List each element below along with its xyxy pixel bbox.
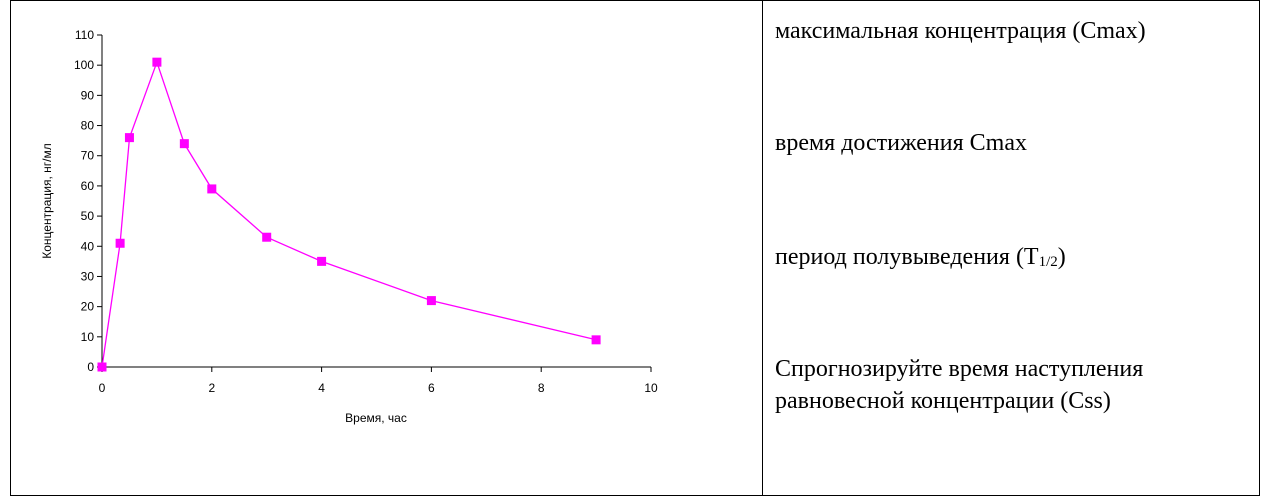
question-cmax: максимальная концентрация (Cmax) [775, 18, 1146, 44]
concentration-time-chart: 0 10 20 30 40 50 60 70 80 90 100 110 0 2 4 6 8 10 Время,… [40, 28, 658, 425]
questions-cell: максимальная концентрация (Cmax) время д… [763, 1, 1259, 495]
question-tmax: время достижения Cmax [775, 130, 1027, 156]
chart-cell: 0 10 20 30 40 50 60 70 80 90 100 110 0 2 4 6 8 10 Время,… [11, 1, 763, 495]
content-table: 0 10 20 30 40 50 60 70 80 90 100 110 0 2 4 6 8 10 Время,… [10, 0, 1260, 496]
x-axis-label: Время, час [345, 411, 407, 425]
data-point [426, 296, 436, 306]
y-tick-label: 40 [81, 239, 95, 253]
y-axis-label: Концентрация, нг/мл [40, 143, 54, 259]
x-tick-label: 10 [644, 381, 658, 395]
y-tick-label: 90 [81, 88, 95, 102]
y-tick-label: 60 [81, 179, 95, 193]
data-point [97, 362, 107, 372]
question-half-life-prefix: период полувыведения (T [775, 244, 1039, 270]
y-tick-label: 10 [81, 330, 95, 344]
series-line [101, 60, 597, 368]
y-tick-label: 0 [87, 360, 94, 374]
question-css: Спрогнозируйте время наступления равнове… [775, 356, 1144, 414]
y-tick-label: 80 [81, 119, 95, 133]
x-tick-label: 2 [208, 381, 215, 395]
data-point [179, 139, 189, 149]
question-half-life: период полувыведения (T1/2) [775, 241, 1066, 276]
data-point [152, 57, 162, 67]
y-tick-label: 70 [81, 149, 95, 163]
y-tick-label: 20 [81, 300, 95, 314]
data-point [207, 184, 217, 194]
data-point [124, 133, 134, 143]
x-tick-label: 6 [428, 381, 435, 395]
y-tick-label: 110 [75, 28, 94, 42]
x-tick-label: 8 [538, 381, 545, 395]
x-tick-label: 4 [318, 381, 325, 395]
question-half-life-subscript: 1/2 [1038, 254, 1058, 270]
data-point [591, 335, 601, 345]
x-tick-label: 0 [99, 381, 106, 395]
question-half-life-suffix: ) [1057, 244, 1066, 270]
y-tick-label: 50 [81, 209, 95, 223]
data-point [317, 256, 327, 266]
data-point [262, 232, 272, 242]
y-tick-label: 30 [81, 269, 95, 283]
y-tick-label: 100 [74, 58, 94, 72]
data-point [115, 238, 125, 248]
